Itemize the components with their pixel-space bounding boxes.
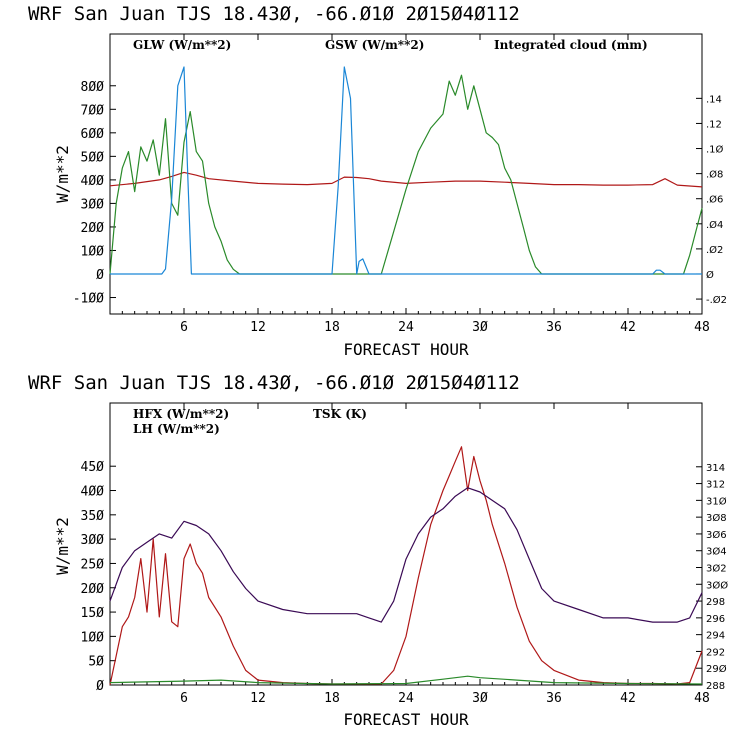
y-tick-label: 35Ø xyxy=(81,509,105,524)
y2-tick-label: 3Ø2 xyxy=(706,563,727,575)
x-tick-label: 12 xyxy=(250,691,266,706)
x-tick-label: 42 xyxy=(620,320,636,335)
x-tick-label: 36 xyxy=(546,320,562,335)
x-tick-label: 42 xyxy=(620,691,636,706)
x-tick-label: 3Ø xyxy=(472,691,488,706)
y2-tick-label: 312 xyxy=(706,480,725,491)
x-tick-label: 18 xyxy=(324,691,340,706)
y2-tick-label: 314 xyxy=(706,463,725,474)
y-tick-label: 2ØØ xyxy=(81,582,105,597)
y2-tick-label: 296 xyxy=(706,614,725,625)
y2-tick-label: 288 xyxy=(706,681,725,692)
y-tick-label: 5ØØ xyxy=(81,150,105,165)
y2-tick-label: .1Ø xyxy=(706,144,724,156)
legend-glw: GLW (W/m**2) xyxy=(133,38,231,52)
y-tick-label: 2ØØ xyxy=(81,221,105,236)
fluxes-chart: WRF San Juan TJS 18.43Ø, -66.Ø1Ø 2Ø15Ø4Ø… xyxy=(28,372,728,729)
legend-cloud: Integrated cloud (mm) xyxy=(494,38,648,52)
legend-lh: LH (W/m**2) xyxy=(133,422,220,436)
x-tick-label: 6 xyxy=(180,320,188,335)
x-tick-label: 12 xyxy=(250,320,266,335)
y2-tick-label: .Ø2 xyxy=(706,244,723,256)
y-tick-label: 4ØØ xyxy=(81,174,105,189)
y2-tick-label: 294 xyxy=(706,631,725,642)
legend-gsw: GSW (W/m**2) xyxy=(325,38,424,52)
radiation-chart: WRF San Juan TJS 18.43Ø, -66.Ø1Ø 2Ø15Ø4Ø… xyxy=(28,3,727,359)
x-tick-label: 3Ø xyxy=(472,320,488,335)
series-line-hfx xyxy=(109,446,703,686)
y-tick-label: Ø xyxy=(96,268,104,283)
y2-tick-label: -.Ø2 xyxy=(706,294,727,306)
x-tick-label: 36 xyxy=(546,691,562,706)
y-tick-label: 4ØØ xyxy=(81,485,105,500)
y2-tick-label: .Ø6 xyxy=(706,194,723,206)
y-tick-label: 15Ø xyxy=(81,606,105,621)
y-tick-label: 1ØØ xyxy=(81,630,105,645)
y-tick-label: 5Ø xyxy=(88,655,104,670)
x-tick-label: 6 xyxy=(180,691,188,706)
x-tick-label: 18 xyxy=(324,320,340,335)
y-tick-label: 8ØØ xyxy=(81,80,105,95)
series-line-integrated xyxy=(110,66,702,275)
y2-tick-label: .14 xyxy=(706,94,722,105)
x-tick-label: 48 xyxy=(694,320,710,335)
y-tick-label: -1ØØ xyxy=(73,292,104,307)
plot-frame xyxy=(109,402,703,686)
x-tick-label: 24 xyxy=(398,320,414,335)
chart-title: WRF San Juan TJS 18.43Ø, -66.Ø1Ø 2Ø15Ø4Ø… xyxy=(28,3,520,25)
plot-frame xyxy=(109,33,703,315)
chart-title: WRF San Juan TJS 18.43Ø, -66.Ø1Ø 2Ø15Ø4Ø… xyxy=(28,372,520,394)
y-tick-label: 3ØØ xyxy=(81,533,105,548)
y2-tick-label: .Ø4 xyxy=(706,219,723,231)
series-line-glw xyxy=(109,171,703,188)
y2-tick-label: 3Ø6 xyxy=(706,529,727,541)
x-axis-label: FORECAST HOUR xyxy=(343,710,469,729)
x-tick-label: 48 xyxy=(694,691,710,706)
y-tick-label: 6ØØ xyxy=(81,127,105,142)
series-line-lh xyxy=(109,675,703,685)
y2-tick-label: .12 xyxy=(706,119,722,130)
series-line-gsw xyxy=(109,74,703,275)
y-tick-label: 45Ø xyxy=(81,460,105,475)
y2-tick-label: .Ø8 xyxy=(706,169,723,181)
y2-tick-label: 3ØØ xyxy=(706,579,728,591)
y2-tick-label: 29Ø xyxy=(706,663,727,675)
y-tick-label: 1ØØ xyxy=(81,244,105,259)
y-tick-label: 25Ø xyxy=(81,557,105,572)
y2-tick-label: 298 xyxy=(706,597,725,608)
y-tick-label: Ø xyxy=(96,679,104,694)
y-tick-label: 3ØØ xyxy=(81,197,105,212)
y-axis-label: W/m**2 xyxy=(53,517,72,575)
y-axis-label: W/m**2 xyxy=(53,145,72,203)
x-tick-label: 24 xyxy=(398,691,414,706)
y-tick-label: 7ØØ xyxy=(81,103,105,118)
y2-tick-label: 292 xyxy=(706,647,725,658)
y2-tick-label: 31Ø xyxy=(706,495,727,507)
legend-hfx: HFX (W/m**2) xyxy=(133,407,229,421)
y2-tick-label: 3Ø8 xyxy=(706,512,727,524)
series-line-tsk xyxy=(109,487,703,623)
legend-tsk: TSK (K) xyxy=(313,407,367,421)
y2-tick-label: 3Ø4 xyxy=(706,546,727,558)
x-axis-label: FORECAST HOUR xyxy=(343,340,469,359)
y2-tick-label: Ø xyxy=(706,269,714,281)
